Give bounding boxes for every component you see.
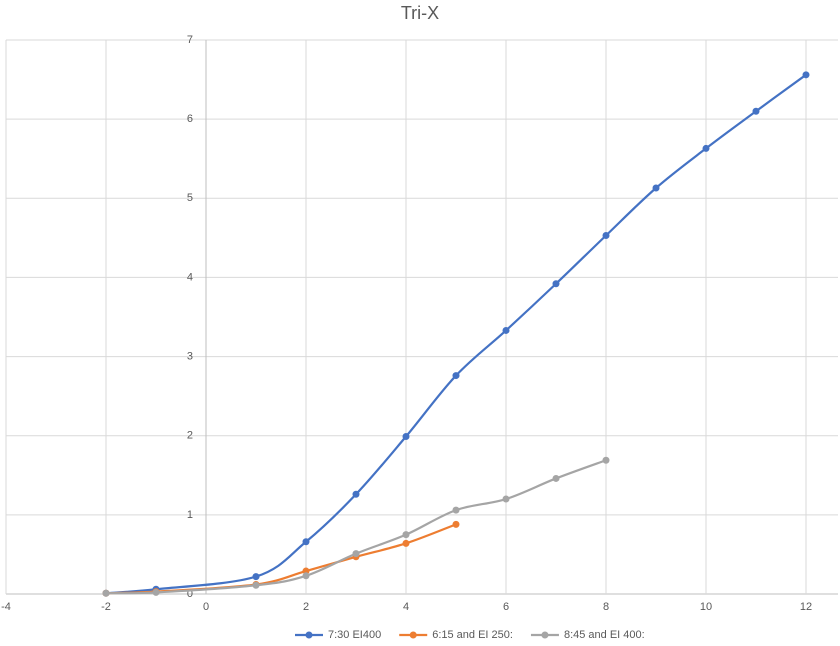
data-point [102, 589, 110, 597]
y-tick-label: 6 [187, 113, 193, 125]
x-tick-label: 10 [700, 601, 712, 613]
y-tick-label: 7 [187, 34, 193, 46]
x-tick-label: 4 [403, 601, 409, 613]
data-point [502, 326, 510, 334]
y-tick-label: 4 [187, 271, 193, 283]
x-tick-label: -2 [101, 601, 111, 613]
x-tick-label: 12 [800, 601, 812, 613]
data-point [752, 107, 760, 115]
data-point [302, 572, 310, 580]
legend-label: 6:15 and EI 250: [432, 629, 513, 641]
x-tick-label: 6 [503, 601, 509, 613]
x-tick-label: 0 [203, 601, 209, 613]
data-point [602, 456, 610, 464]
data-point [452, 520, 460, 528]
data-point [252, 581, 260, 589]
y-tick-label: 3 [187, 350, 193, 362]
x-tick-label: -4 [1, 601, 11, 613]
x-tick-label: 8 [603, 601, 609, 613]
y-tick-label: 5 [187, 192, 193, 204]
data-point [552, 280, 560, 288]
legend-marker [541, 631, 549, 639]
data-point [602, 231, 610, 239]
data-point [152, 588, 160, 596]
data-point [452, 506, 460, 514]
legend-label: 8:45 and EI 400: [564, 629, 645, 641]
data-point [452, 372, 460, 380]
chart-title: Tri-X [401, 3, 439, 23]
y-tick-label: 2 [187, 430, 193, 442]
data-point [352, 550, 360, 558]
data-point [702, 144, 710, 152]
data-point [352, 490, 360, 498]
y-tick-label: 0 [187, 588, 193, 600]
legend-marker [305, 631, 313, 639]
series-line [105, 459, 607, 595]
legend-label: 7:30 EI400 [328, 629, 381, 641]
data-point [252, 573, 260, 581]
data-point [802, 71, 810, 79]
series-line [105, 73, 807, 595]
data-point [402, 531, 410, 539]
legend-marker [409, 631, 417, 639]
data-point [302, 538, 310, 546]
data-point [552, 474, 560, 482]
x-tick-label: 2 [303, 601, 309, 613]
data-point [402, 539, 410, 547]
data-point [402, 433, 410, 441]
data-point [652, 184, 660, 192]
y-tick-label: 1 [187, 509, 193, 521]
data-point [502, 495, 510, 503]
